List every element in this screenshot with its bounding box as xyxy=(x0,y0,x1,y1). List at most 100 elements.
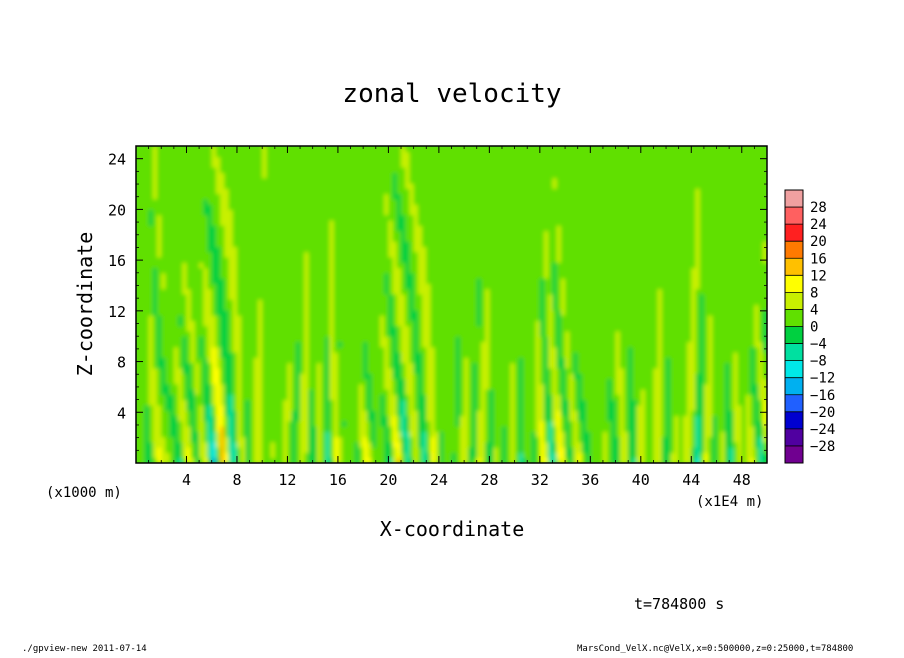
heatmap-cell xyxy=(464,304,469,311)
heatmap-cell xyxy=(321,447,326,454)
heatmap-cell xyxy=(480,209,486,216)
heatmap-cell xyxy=(455,415,461,422)
heatmap-cell xyxy=(333,378,339,385)
heatmap-cell xyxy=(422,426,427,432)
heatmap-cell xyxy=(447,367,453,374)
heatmap-cell xyxy=(152,436,158,443)
heatmap-cell xyxy=(245,225,251,232)
heatmap-cell xyxy=(392,251,398,258)
heatmap-cell xyxy=(401,352,406,358)
heatmap-cell xyxy=(430,352,436,358)
heatmap-cell xyxy=(417,304,423,311)
heatmap-cell xyxy=(438,452,444,459)
heatmap-cell xyxy=(161,256,167,263)
heatmap-cell xyxy=(443,278,448,284)
heatmap-cell xyxy=(401,256,406,263)
heatmap-cell xyxy=(480,426,486,432)
heatmap-cell xyxy=(253,367,259,374)
heatmap-cell xyxy=(241,256,246,263)
heatmap-cell xyxy=(140,177,146,184)
heatmap-cell xyxy=(342,156,347,163)
heatmap-cell xyxy=(291,167,297,174)
heatmap-cell xyxy=(211,161,217,168)
heatmap-cell xyxy=(169,256,175,263)
heatmap-cell xyxy=(422,436,427,443)
heatmap-cell xyxy=(396,309,402,316)
heatmap-cell xyxy=(316,315,322,321)
heatmap-cell xyxy=(140,436,146,443)
heatmap-cell xyxy=(152,378,158,385)
heatmap-cell xyxy=(249,394,255,401)
heatmap-cell xyxy=(321,209,326,216)
heatmap-cell xyxy=(232,304,238,311)
heatmap-cell xyxy=(178,235,183,242)
heatmap-cell xyxy=(464,346,469,353)
heatmap-cell xyxy=(283,172,289,179)
heatmap-cell xyxy=(161,431,167,438)
heatmap-cell xyxy=(232,219,238,226)
heatmap-cell xyxy=(438,293,444,300)
heatmap-cell xyxy=(329,188,335,195)
heatmap-cell xyxy=(476,452,482,459)
heatmap-cell xyxy=(279,193,284,200)
heatmap-cell xyxy=(329,320,335,327)
heatmap-cell xyxy=(401,225,406,232)
heatmap-cell xyxy=(232,193,238,200)
heatmap-cell xyxy=(451,457,457,463)
heatmap-cell xyxy=(224,293,230,300)
heatmap-cell xyxy=(194,447,200,454)
heatmap-cell xyxy=(266,373,272,380)
heatmap-cell xyxy=(257,352,263,358)
heatmap-cell xyxy=(152,177,158,184)
heatmap-cell xyxy=(295,288,301,295)
heatmap-cell xyxy=(140,367,146,374)
heatmap-cell xyxy=(186,415,192,422)
heatmap-cell xyxy=(211,235,217,242)
heatmap-cell xyxy=(371,214,377,221)
heatmap-cell xyxy=(148,457,154,463)
heatmap-cell xyxy=(257,431,263,438)
heatmap-cell xyxy=(190,151,196,158)
heatmap-cell xyxy=(228,272,234,279)
heatmap-cell xyxy=(464,204,469,210)
heatmap-cell xyxy=(144,383,150,390)
heatmap-cell xyxy=(472,373,478,380)
heatmap-cell xyxy=(157,230,162,237)
heatmap-cell xyxy=(157,267,162,274)
heatmap-cell xyxy=(182,346,188,353)
heatmap-cell xyxy=(434,452,440,459)
heatmap-cell xyxy=(438,198,444,205)
heatmap-cell xyxy=(253,251,259,258)
heatmap-cell xyxy=(417,352,423,358)
heatmap-cell xyxy=(215,299,221,306)
heatmap-cell xyxy=(430,214,436,221)
heatmap-cell xyxy=(144,452,150,459)
heatmap-cell xyxy=(358,315,364,321)
heatmap-cell xyxy=(173,293,179,300)
heatmap-cell xyxy=(430,188,436,195)
heatmap-cell xyxy=(279,156,284,163)
heatmap-cell xyxy=(417,431,423,438)
heatmap-cell xyxy=(241,404,246,411)
heatmap-cell xyxy=(257,320,263,327)
heatmap-cell xyxy=(396,452,402,459)
heatmap-cell xyxy=(283,235,289,242)
heatmap-cell xyxy=(161,156,167,163)
heatmap-cell xyxy=(157,330,162,337)
heatmap-cell xyxy=(413,330,419,337)
heatmap-cell xyxy=(228,383,234,390)
heatmap-cell xyxy=(337,436,343,443)
heatmap-cell xyxy=(199,299,204,306)
heatmap-cell xyxy=(283,225,289,232)
heatmap-cell xyxy=(384,304,389,311)
heatmap-cell xyxy=(190,272,196,279)
heatmap-cell xyxy=(287,161,293,168)
heatmap-cell xyxy=(203,241,209,247)
heatmap-cell xyxy=(283,219,289,226)
heatmap-cell xyxy=(169,383,175,390)
heatmap-cell xyxy=(186,267,192,274)
heatmap-cell xyxy=(274,320,280,327)
heatmap-cell xyxy=(266,156,272,163)
heatmap-cell xyxy=(207,198,213,205)
heatmap-cell xyxy=(354,182,360,189)
